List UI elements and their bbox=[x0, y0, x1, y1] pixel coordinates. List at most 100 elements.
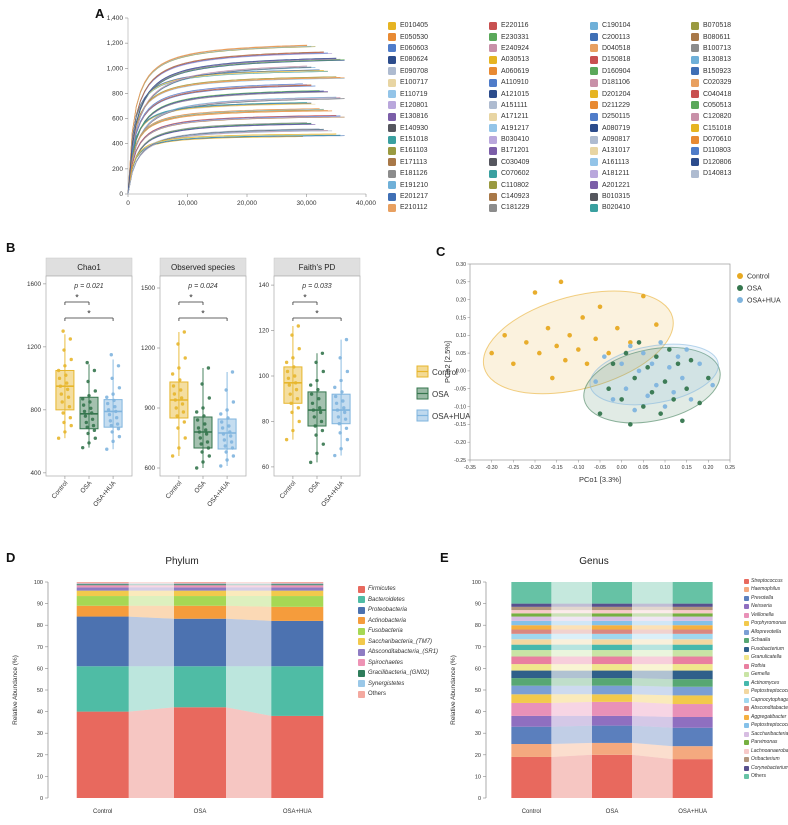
rarefaction-curve bbox=[127, 46, 316, 195]
svg-text:*: * bbox=[75, 293, 79, 303]
rarefaction-curve bbox=[127, 108, 324, 195]
taxon-name: Spirochaetes bbox=[368, 659, 404, 666]
flow-connector bbox=[551, 678, 592, 686]
sample-id: B150923 bbox=[703, 67, 732, 75]
legend-swatch bbox=[744, 731, 749, 737]
panel-label-c: C bbox=[436, 244, 446, 259]
sample-id: B010315 bbox=[602, 193, 631, 201]
rarefaction-curve bbox=[127, 58, 337, 195]
svg-text:-0.05: -0.05 bbox=[594, 465, 606, 471]
jitter-point bbox=[60, 400, 64, 404]
svg-text:OSA: OSA bbox=[193, 479, 208, 495]
svg-text:0.15: 0.15 bbox=[682, 465, 692, 471]
legend-swatch bbox=[744, 629, 749, 635]
rarefaction-curve bbox=[127, 90, 324, 195]
svg-text:-0.05: -0.05 bbox=[454, 387, 466, 393]
legend-item: E210112 bbox=[388, 202, 487, 213]
sample-id: C030409 bbox=[501, 158, 530, 166]
bar-segment bbox=[511, 603, 552, 607]
sample-id: B080611 bbox=[703, 33, 731, 41]
bar-segment bbox=[271, 582, 324, 584]
sample-id: C110802 bbox=[501, 181, 529, 189]
svg-text:800: 800 bbox=[30, 407, 41, 414]
flow-connector bbox=[632, 694, 673, 704]
svg-text:0: 0 bbox=[40, 796, 43, 802]
svg-text:800: 800 bbox=[112, 90, 123, 97]
legend-swatch bbox=[737, 285, 743, 291]
legend-item: D250115 bbox=[590, 111, 689, 122]
rarefaction-curve bbox=[127, 45, 312, 195]
svg-text:Control: Control bbox=[165, 479, 184, 500]
rarefaction-curve bbox=[127, 123, 316, 195]
sample-id: E050530 bbox=[400, 33, 429, 41]
jitter-point bbox=[200, 382, 204, 386]
rarefaction-curve bbox=[127, 53, 333, 195]
legend-item: E220116 bbox=[489, 20, 588, 31]
jitter-point bbox=[310, 401, 315, 405]
jitter-point bbox=[85, 425, 89, 429]
jitter-point bbox=[113, 405, 117, 409]
svg-text:1,200: 1,200 bbox=[107, 40, 124, 47]
jitter-point bbox=[284, 437, 289, 442]
bar-segment bbox=[672, 620, 713, 626]
bar-segment bbox=[672, 629, 713, 634]
legend-swatch bbox=[744, 748, 749, 754]
flow-connector bbox=[551, 582, 592, 604]
svg-text:30,000: 30,000 bbox=[297, 200, 317, 207]
svg-text:60: 60 bbox=[37, 666, 43, 672]
box-group bbox=[103, 353, 123, 451]
sample-id: C040418 bbox=[703, 90, 732, 98]
legend-swatch bbox=[388, 203, 396, 212]
rarefaction-curve bbox=[127, 136, 303, 195]
flow-connector bbox=[226, 583, 272, 585]
legend-swatch bbox=[489, 124, 497, 133]
scatter-point bbox=[641, 350, 646, 356]
jitter-point bbox=[180, 402, 185, 406]
bar-segment bbox=[271, 666, 324, 716]
bar-segment bbox=[76, 585, 129, 588]
jitter-point bbox=[317, 397, 321, 401]
jitter-point bbox=[67, 405, 72, 409]
jitter-point bbox=[61, 329, 65, 333]
taxon-name: Haemophilus bbox=[751, 586, 781, 593]
scatter-point bbox=[576, 347, 581, 352]
legend-swatch bbox=[489, 90, 497, 99]
jitter-point bbox=[110, 430, 114, 434]
legend-item: A080719 bbox=[590, 123, 689, 134]
rarefaction-curve bbox=[127, 116, 345, 195]
scatter-point bbox=[688, 397, 694, 402]
taxon-name: Actinobacteria bbox=[368, 617, 407, 624]
scatter-point bbox=[597, 411, 603, 416]
rarefaction-curve bbox=[127, 133, 337, 195]
sample-id: A181211 bbox=[602, 170, 630, 178]
phylum-title: Phylum bbox=[165, 556, 199, 567]
bar-segment bbox=[76, 711, 129, 798]
phylum-legend: Firmicutes Bacteroidetes Proteobacteria Act… bbox=[358, 584, 438, 700]
rarefaction-curve bbox=[127, 110, 328, 195]
taxon-name: Aggregatibacter bbox=[751, 713, 787, 720]
jitter-point bbox=[66, 395, 71, 399]
bar-segment bbox=[271, 620, 324, 667]
rarefaction-curve bbox=[127, 129, 328, 195]
legend-swatch bbox=[691, 90, 699, 99]
svg-text:Relative Abundance (%): Relative Abundance (%) bbox=[12, 655, 19, 725]
svg-text:60: 60 bbox=[475, 666, 481, 672]
svg-text:*: * bbox=[87, 309, 91, 319]
legend-item: E240924 bbox=[489, 43, 588, 54]
svg-text:0.25: 0.25 bbox=[456, 280, 466, 286]
svg-text:100: 100 bbox=[258, 373, 269, 380]
rarefaction-curve bbox=[127, 76, 337, 195]
rarefaction-curve bbox=[127, 123, 312, 195]
scatter-point bbox=[597, 304, 603, 310]
legend-item: Haemophilus bbox=[744, 586, 788, 595]
legend-item: Corynebacterium bbox=[744, 764, 788, 773]
scatter-point bbox=[671, 389, 676, 395]
flow-connector bbox=[551, 610, 592, 614]
svg-text:Faith's PD: Faith's PD bbox=[299, 263, 336, 272]
jitter-point bbox=[83, 414, 88, 418]
sample-id: D201204 bbox=[602, 90, 631, 98]
legend-item: Gemella bbox=[744, 671, 788, 680]
scatter-point bbox=[710, 382, 715, 388]
legend-swatch bbox=[744, 587, 749, 593]
svg-text:80: 80 bbox=[475, 623, 481, 629]
